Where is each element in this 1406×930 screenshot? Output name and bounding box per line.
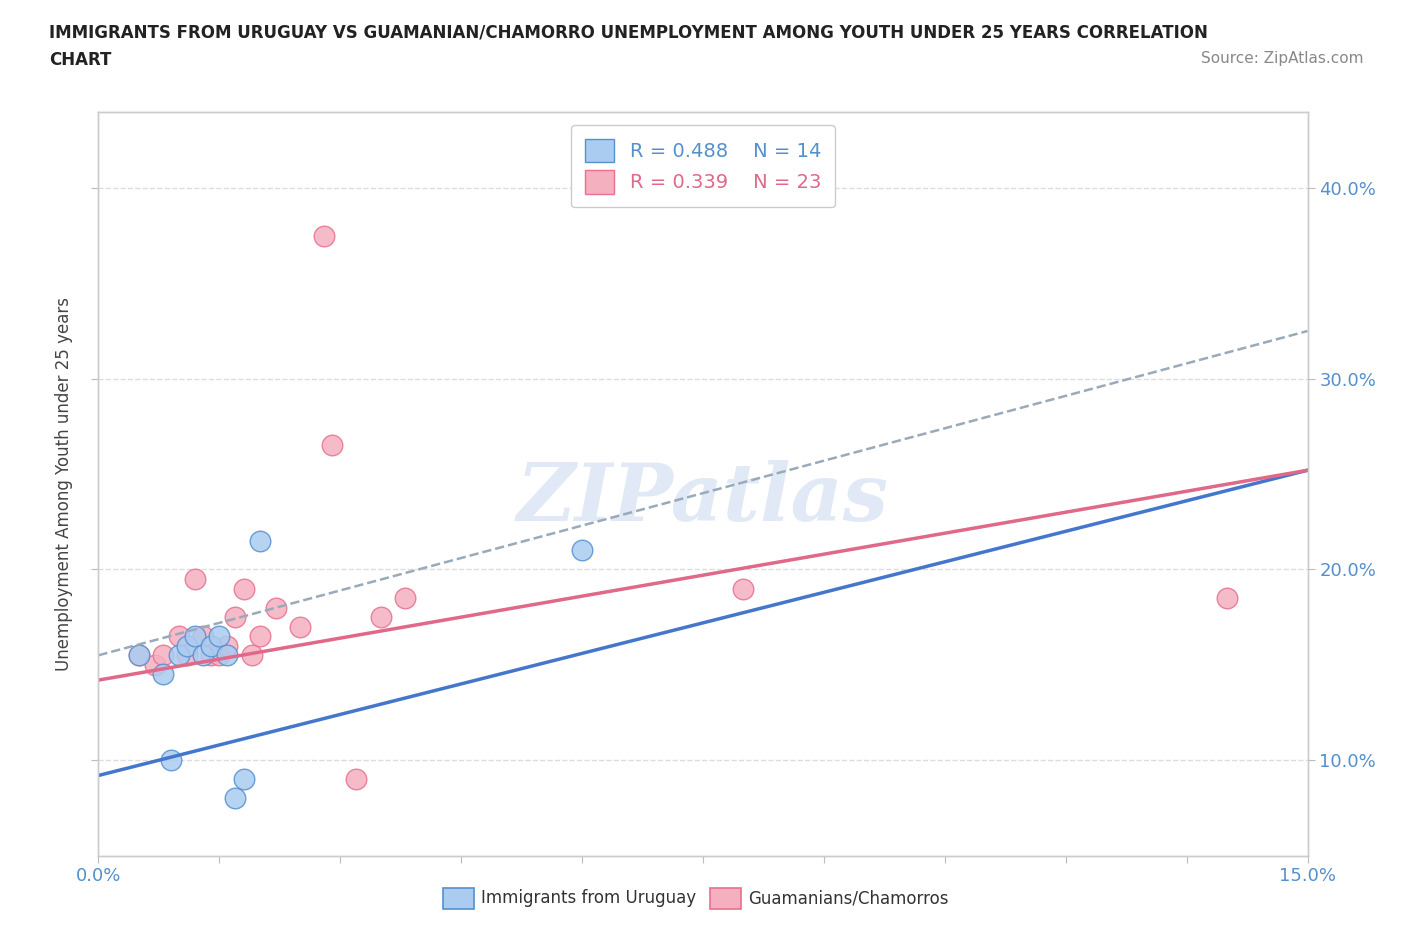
Text: Source: ZipAtlas.com: Source: ZipAtlas.com <box>1201 51 1364 66</box>
Point <box>224 610 246 625</box>
Legend: R = 0.488    N = 14, R = 0.339    N = 23: R = 0.488 N = 14, R = 0.339 N = 23 <box>571 125 835 207</box>
Point <box>370 610 392 625</box>
Point <box>224 790 246 805</box>
Point <box>128 648 150 663</box>
Point <box>1216 591 1239 605</box>
Point <box>176 638 198 653</box>
Text: IMMIGRANTS FROM URUGUAY VS GUAMANIAN/CHAMORRO UNEMPLOYMENT AMONG YOUTH UNDER 25 : IMMIGRANTS FROM URUGUAY VS GUAMANIAN/CHA… <box>49 23 1208 41</box>
Point <box>176 648 198 663</box>
Point <box>321 438 343 453</box>
Point <box>733 581 755 596</box>
Text: Immigrants from Uruguay: Immigrants from Uruguay <box>481 889 696 908</box>
Point <box>152 667 174 682</box>
Point <box>217 638 239 653</box>
Point <box>152 648 174 663</box>
Point <box>217 648 239 663</box>
Point <box>200 638 222 653</box>
Point <box>288 619 311 634</box>
Point <box>571 543 593 558</box>
Point <box>128 648 150 663</box>
Point <box>240 648 263 663</box>
Point <box>160 752 183 767</box>
Point <box>193 648 215 663</box>
Y-axis label: Unemployment Among Youth under 25 years: Unemployment Among Youth under 25 years <box>55 297 73 671</box>
Point <box>143 658 166 672</box>
Point <box>208 629 231 644</box>
Point <box>344 772 367 787</box>
Point <box>249 534 271 549</box>
Point <box>249 629 271 644</box>
Point <box>193 629 215 644</box>
Text: CHART: CHART <box>49 51 111 69</box>
Point <box>232 581 254 596</box>
Text: Guamanians/Chamorros: Guamanians/Chamorros <box>748 889 949 908</box>
Point <box>314 228 336 243</box>
Point <box>264 600 287 615</box>
Point <box>184 629 207 644</box>
Point <box>208 648 231 663</box>
Point <box>200 648 222 663</box>
Point <box>167 648 190 663</box>
Text: ZIPatlas: ZIPatlas <box>517 459 889 538</box>
Point <box>184 572 207 587</box>
Point <box>232 772 254 787</box>
Point <box>394 591 416 605</box>
Point <box>167 629 190 644</box>
